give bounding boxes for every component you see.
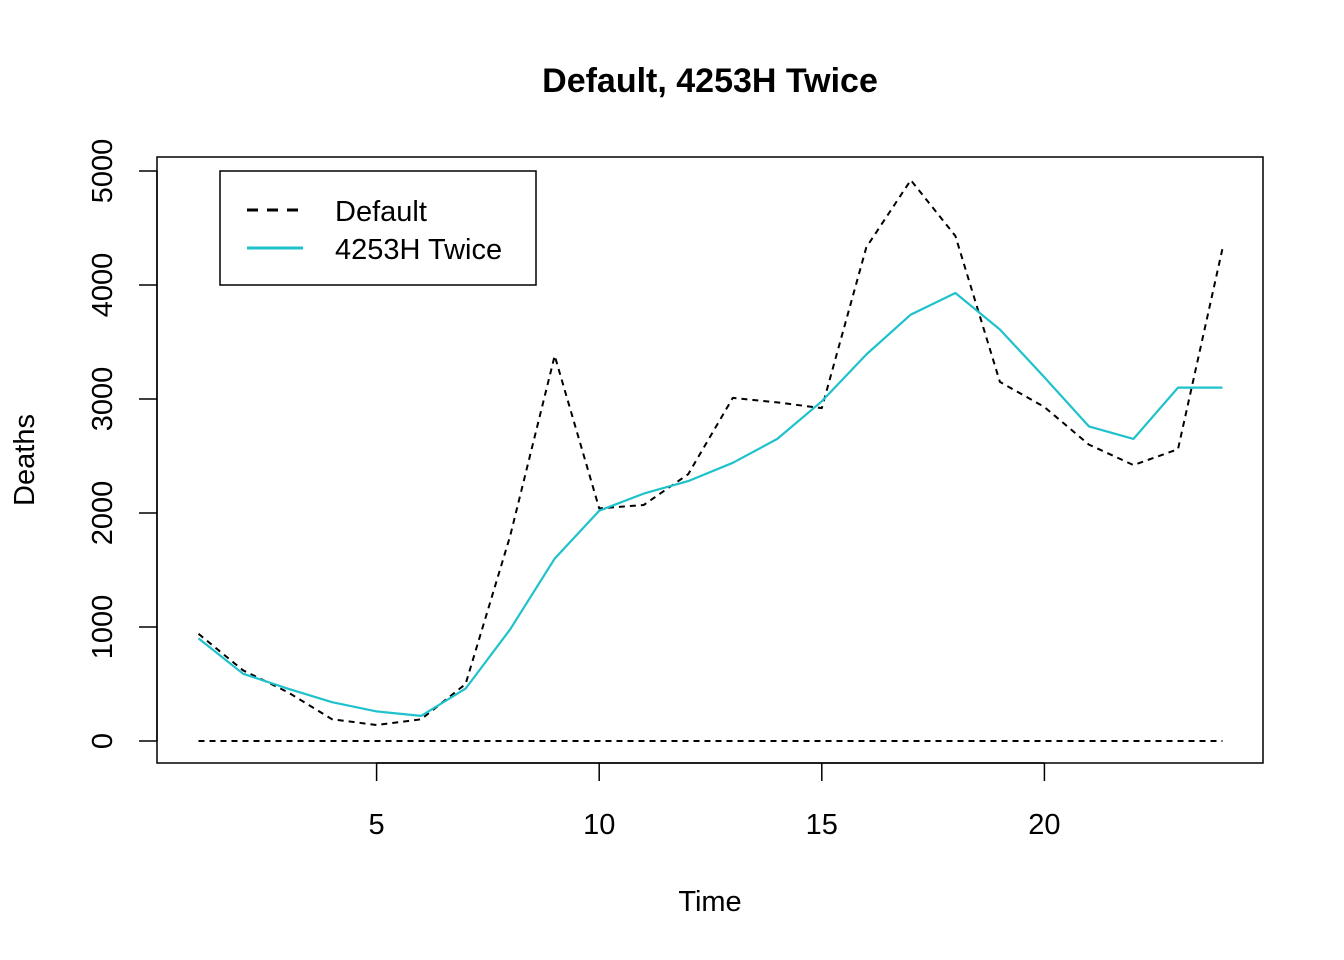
legend-label-default: Default bbox=[335, 196, 427, 228]
x-tick-label: 10 bbox=[583, 809, 615, 841]
x-tick-label: 15 bbox=[806, 809, 838, 841]
x-tick-label: 20 bbox=[1028, 809, 1060, 841]
y-axis: 0 1000 2000 3000 4000 5000 bbox=[87, 139, 158, 749]
y-tick-label: 0 bbox=[87, 733, 119, 749]
y-tick-label: 5000 bbox=[87, 139, 119, 204]
series-line-4253h-twice bbox=[197, 291, 1223, 718]
legend-box bbox=[219, 170, 537, 286]
legend: Default 4253H Twice bbox=[219, 170, 537, 286]
x-tick-label: 5 bbox=[369, 809, 385, 841]
chart-title: Default, 4253H Twice bbox=[542, 62, 878, 100]
legend-label-4253h-twice: 4253H Twice bbox=[335, 234, 502, 266]
x-axis-label: Time bbox=[678, 886, 741, 918]
y-tick-label: 3000 bbox=[87, 367, 119, 432]
y-axis-label: Deaths bbox=[9, 414, 41, 506]
y-tick-label: 1000 bbox=[87, 595, 119, 660]
y-tick-label: 4000 bbox=[87, 253, 119, 318]
x-axis: 5 10 15 20 bbox=[369, 762, 1061, 841]
series-layer bbox=[197, 179, 1224, 742]
series-line-default bbox=[197, 179, 1224, 726]
y-tick-label: 2000 bbox=[87, 481, 119, 546]
